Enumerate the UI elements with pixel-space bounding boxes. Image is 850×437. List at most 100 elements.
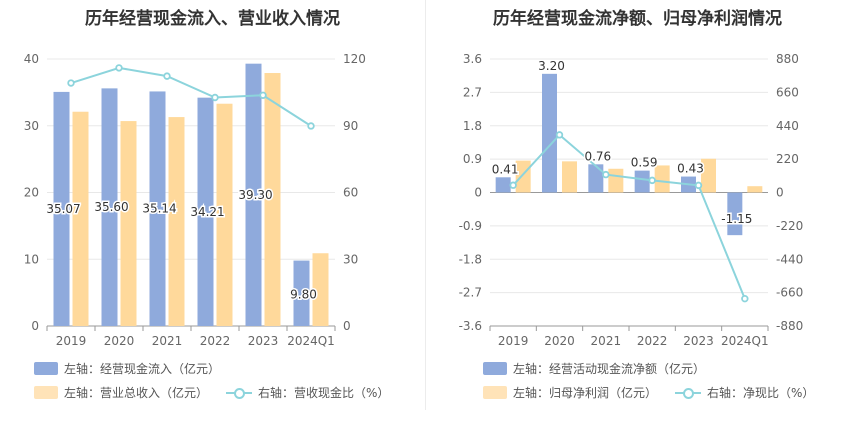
chart-left-svg: 40 120 30 90 20 60 10 30 0 0 2019 2020 2021 2022 2023 2… [24, 52, 366, 348]
legend-swatch-orange [483, 386, 507, 399]
chart-title-left: 历年经营现金流入、营业收入情况 [85, 9, 340, 29]
y-left-tick-label: -0.9 [459, 219, 482, 233]
bar-series-1 [495, 177, 511, 193]
bar-data-label: -1.15 [721, 212, 752, 226]
legend-row-2-right: 左轴：归母净利润（亿元） 右轴：净现比（%） [483, 384, 832, 401]
legend-label: 右轴：净现比（%） [707, 386, 815, 400]
x-tick-label: 2024Q1 [721, 334, 769, 348]
bar-series-2 [515, 160, 531, 193]
x-tick-label: 2021 [591, 334, 622, 348]
legend-row-1-right: 左轴：经营活动现金流净额（亿元） [483, 360, 723, 377]
bar-series-2 [216, 103, 233, 326]
y-left-tick-label: 20 [24, 186, 39, 200]
y-right-tick-label: 60 [343, 186, 358, 200]
bar-series-1 [293, 260, 310, 326]
bar-series-1 [245, 63, 262, 327]
legend-label: 左轴：营业总收入（亿元） [64, 386, 209, 400]
bar-data-label: 0.76 [584, 149, 611, 163]
y-left-tick-label: 30 [24, 119, 39, 133]
line-point [259, 91, 267, 99]
y-left-tick-label: -1.8 [459, 252, 482, 266]
bar-data-label: 35.14 [142, 202, 176, 216]
legend-swatch-orange [34, 386, 58, 399]
bar-series-2 [701, 158, 716, 193]
bar-data-label: 35.07 [46, 202, 80, 216]
panel-divider [425, 0, 426, 410]
y-right-tick-label: 90 [343, 119, 358, 133]
line-point [509, 181, 517, 189]
legend-swatch-blue [483, 362, 507, 375]
y-left-tick-label: 1.8 [463, 119, 482, 133]
line-point [211, 93, 219, 102]
bar-series-2 [72, 111, 89, 326]
line-point [741, 294, 749, 303]
x-tick-label: 2024Q1 [287, 334, 335, 348]
legend-item-cash-inflow[interactable]: 左轴：经营现金流入（亿元） [34, 360, 220, 377]
legend-item-net-cash[interactable]: 左轴：经营活动现金流净额（亿元） [483, 360, 705, 377]
y-right-tick-label: -220 [776, 219, 803, 233]
bar-series-1 [542, 73, 557, 193]
y-left-tick-label: 40 [24, 52, 39, 66]
x-tick-label: 2023 [683, 334, 714, 348]
x-tick-label: 2019 [498, 334, 529, 348]
legend-label: 左轴：经营活动现金流净额（亿元） [513, 362, 706, 376]
y-right-tick-label: 0 [776, 186, 784, 200]
bar-series-1 [53, 91, 70, 327]
bar-series-1 [149, 91, 166, 327]
line-point [694, 181, 703, 190]
y-left-tick-label: 10 [24, 252, 39, 266]
line-point [115, 64, 123, 72]
x-tick-label: 2022 [200, 334, 231, 348]
legend-label: 左轴：经营现金流入（亿元） [64, 362, 221, 376]
y-right-tick-label: 120 [343, 52, 366, 66]
line-series [512, 133, 746, 300]
bar-series-2 [168, 117, 185, 326]
bar-series-1 [727, 192, 743, 236]
x-tick-label: 2023 [248, 334, 279, 348]
y-right-tick-label: 0 [343, 319, 351, 333]
line-point [163, 72, 171, 80]
y-right-tick-label: -880 [776, 319, 803, 333]
y-right-tick-label: -660 [776, 286, 803, 300]
y-right-tick-label: 440 [776, 119, 799, 133]
y-right-tick-label: 220 [776, 152, 799, 166]
y-right-tick-label: -440 [776, 252, 803, 266]
chart-right-svg: 3.6 880 2.7 660 1.8 440 0.9 220 0 0 -0.9 -220 -1.8 -4… [459, 52, 804, 348]
bar-data-label: 34.21 [190, 205, 224, 219]
bar-series-2 [608, 168, 624, 193]
y-left-tick-label: 0 [474, 186, 482, 200]
bar-data-label: 39.30 [238, 188, 272, 202]
legend-row-1-left: 左轴：经营现金流入（亿元） [34, 360, 238, 377]
bar-series-2 [747, 186, 763, 193]
legend-swatch-line [226, 386, 253, 400]
line-point [555, 131, 564, 139]
line-point [648, 176, 656, 185]
y-left-tick-label: -3.6 [459, 319, 482, 333]
y-right-tick-label: 880 [776, 52, 799, 66]
legend-row-2-left: 左轴：营业总收入（亿元） 右轴：营收现金比（%） [34, 384, 407, 401]
x-tick-label: 2021 [152, 334, 183, 348]
bar-series-1 [101, 88, 118, 327]
bar-data-label: 0.41 [492, 162, 519, 176]
bar-data-label: 3.20 [538, 59, 565, 73]
y-left-tick-label: -2.7 [459, 286, 482, 300]
legend-item-cash-ratio[interactable]: 右轴：营收现金比（%） [226, 384, 389, 401]
bar-series-2 [654, 165, 670, 193]
bar-series-1 [588, 164, 604, 193]
legend-item-revenue[interactable]: 左轴：营业总收入（亿元） [34, 384, 208, 401]
bar-data-label: 35.60 [94, 200, 128, 214]
line-point [602, 170, 610, 179]
line-point [307, 122, 315, 130]
bar-series-2 [312, 253, 329, 326]
y-left-tick-label: 3.6 [463, 52, 482, 66]
legend-item-net-profit[interactable]: 左轴：归母净利润（亿元） [483, 384, 657, 401]
y-left-tick-label: 0.9 [463, 152, 482, 166]
chart-title-right: 历年经营现金流净额、归母净利润情况 [493, 9, 782, 29]
x-tick-label: 2019 [56, 334, 87, 348]
y-right-tick-label: 30 [343, 252, 358, 266]
legend-swatch-blue [34, 362, 58, 375]
legend-item-net-cash-ratio[interactable]: 右轴：净现比（%） [675, 384, 814, 401]
chart-panel-left: 历年经营现金流入、营业收入情况 40 120 30 90 20 60 10 30 0 0 2019 2… [24, 9, 407, 401]
bar-series-2 [562, 161, 577, 193]
y-left-tick-label: 2.7 [463, 85, 482, 99]
